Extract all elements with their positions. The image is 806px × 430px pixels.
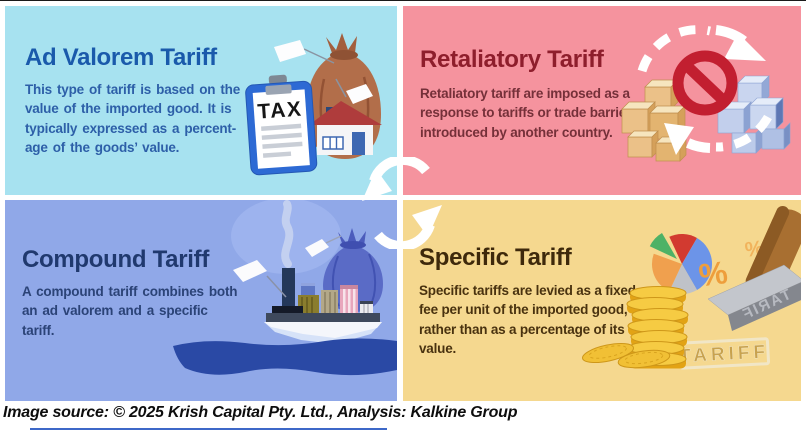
panel-title: Ad Valorem Tariff [25, 44, 217, 71]
caption-underline [30, 428, 387, 430]
panel-title: Retaliatory Tariff [420, 46, 604, 73]
smoke-icon [281, 200, 294, 268]
cargo-containers-icon [298, 283, 373, 315]
price-tag-icon [233, 260, 287, 298]
price-tag-icon [335, 78, 373, 104]
percent-icon: % [697, 254, 730, 294]
panel-description: A compound tariff combines both an ad va… [22, 284, 238, 338]
tax-clipboard-money-bag-house-icon: TAX [245, 33, 382, 176]
house-icon [309, 101, 382, 155]
tax-label: TAX [257, 98, 303, 124]
panel-compound-tariff: Compound Tariff A compound tariff combin… [5, 200, 397, 401]
panel-title: Compound Tariff [22, 246, 210, 273]
panel-description: This type of tariff is based on the valu… [25, 82, 241, 156]
tariff-imprint: TARIFF [678, 337, 771, 370]
stamp-imprint-label: TARIFF [679, 342, 770, 368]
price-tag-icon [305, 235, 342, 257]
water [173, 338, 397, 376]
trade-cycle-arrows-icon [637, 25, 772, 155]
cycle-arrows-icon [362, 157, 442, 249]
image-source-caption: Image source: © 2025 Krish Capital Pty. … [3, 404, 518, 421]
panel-ad-valorem-tariff: Ad Valorem Tariff This type of tariff is… [5, 6, 397, 195]
panel-retaliatory-tariff: Retaliatory Tariff Retaliatory tariff ar… [403, 6, 801, 195]
pie-coins-stamp-icon: % % TARIF TARIFF [582, 205, 801, 370]
panel-title: Specific Tariff [419, 244, 572, 271]
price-tag-icon [274, 40, 335, 64]
cargo-ship-icon [173, 200, 397, 376]
panel-description: Specific tariffs are levied as a fixed f… [419, 283, 636, 357]
tax-clipboard-icon: TAX [245, 74, 318, 176]
panel-description: Retaliatory tariff are imposed as a resp… [420, 86, 639, 140]
panel-specific-tariff: Specific Tariff Specific tariffs are lev… [403, 200, 801, 401]
flat-coins-icon [582, 342, 671, 369]
prohibition-sign-icon [672, 50, 738, 116]
pie-chart-icon [649, 233, 713, 295]
goods-boxes-prohibition-icon [621, 25, 791, 162]
